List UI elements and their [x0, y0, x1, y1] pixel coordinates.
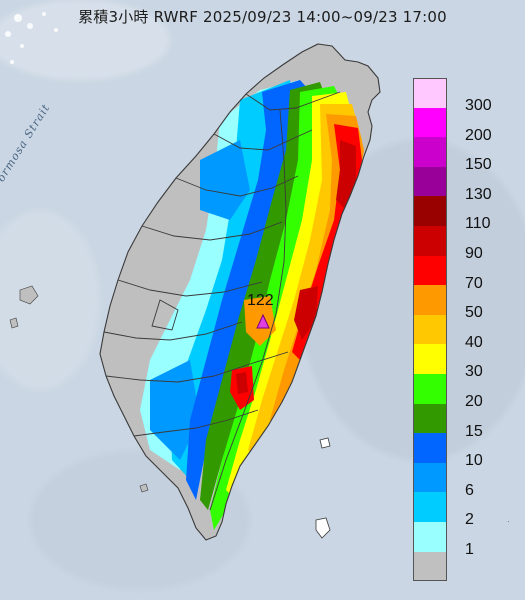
legend-swatch: [413, 492, 447, 522]
legend-swatch: [413, 433, 447, 463]
legend-label: 200: [465, 126, 492, 144]
legend-swatch: [413, 225, 447, 256]
legend-swatch: [413, 166, 447, 197]
legend-label: 40: [465, 333, 483, 351]
map-title: 累積3小時 RWRF 2025/09/23 14:00~09/23 17:00: [78, 8, 447, 26]
legend-swatch: [413, 314, 447, 345]
legend-label: 50: [465, 304, 483, 322]
legend-swatch: [413, 373, 447, 404]
legend-swatch: [413, 403, 447, 434]
legend-swatch: [413, 344, 447, 374]
legend-label: 2: [465, 511, 474, 529]
legend-swatch: [413, 78, 447, 108]
legend-swatch: [413, 462, 447, 493]
legend-label: 90: [465, 244, 483, 262]
legend-label: 300: [465, 97, 492, 114]
rainfall-field: [140, 80, 364, 530]
legend-label: 20: [465, 392, 483, 410]
legend-swatch: [413, 196, 447, 226]
legend-label: 70: [465, 274, 483, 292]
legend-label: 10: [465, 452, 483, 470]
legend-swatch: [413, 521, 447, 552]
legend-label: 30: [465, 363, 483, 381]
legend-label: 1: [465, 540, 474, 558]
peak-marker-icon[interactable]: [256, 313, 270, 329]
county-boundaries: [99, 43, 381, 541]
legend-swatch: [413, 137, 447, 167]
islet-mark: ·: [507, 517, 510, 526]
legend-swatch: [413, 255, 447, 286]
legend-label: 6: [465, 481, 474, 499]
legend-swatch: [413, 107, 447, 138]
legend-label: 130: [465, 185, 492, 203]
legend-label: 15: [465, 422, 483, 440]
legend-label: 110: [465, 215, 491, 233]
peak-value-label: 122: [247, 292, 274, 309]
legend-label: 150: [465, 156, 492, 174]
legend-swatch: [413, 551, 447, 582]
legend-swatch: [413, 285, 447, 315]
